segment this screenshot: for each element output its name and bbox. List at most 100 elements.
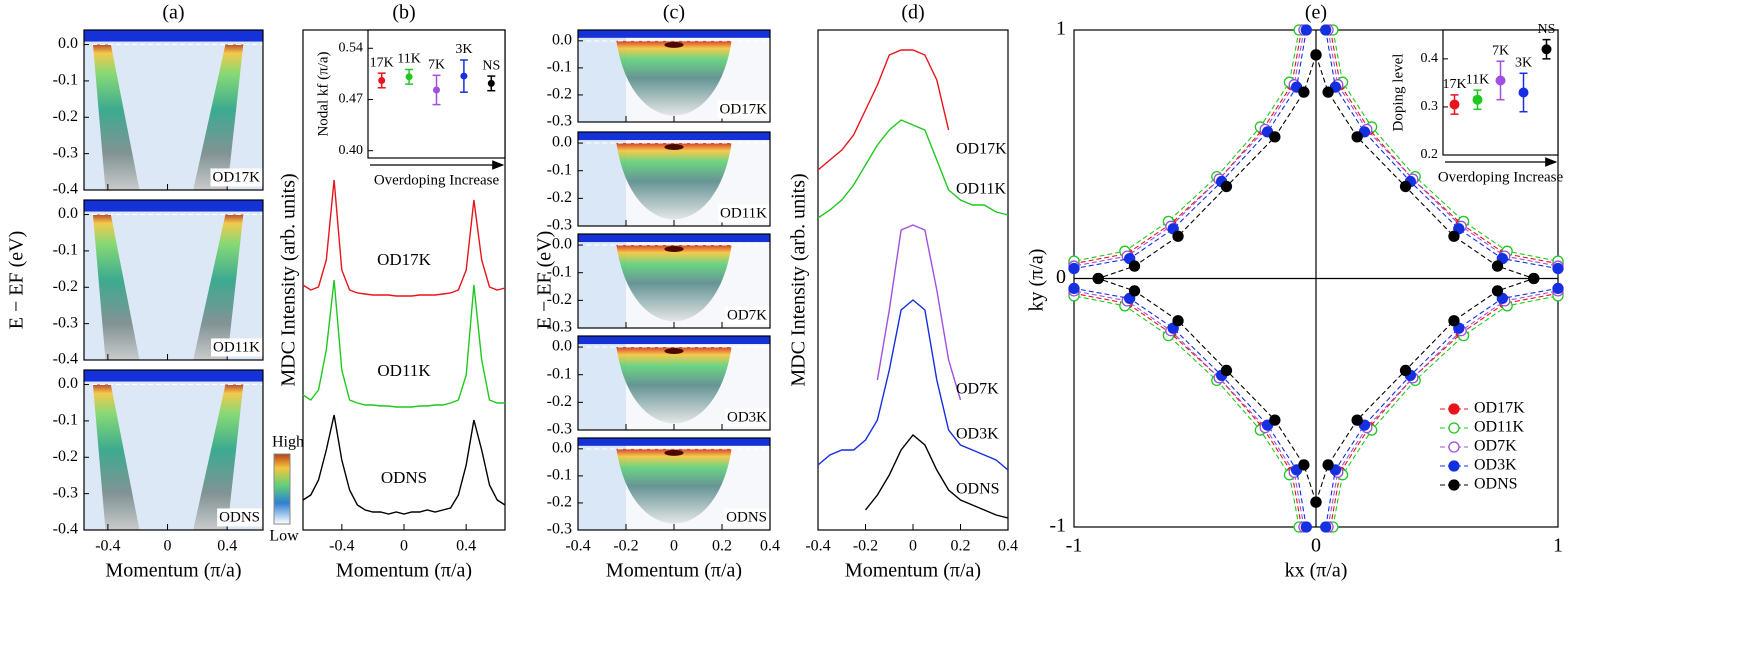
fermi-surface-point [1300, 24, 1312, 36]
series-label: OD3K [956, 426, 999, 443]
legend-label: OD7K [1474, 438, 1517, 455]
x-tick-label: 0.4 [760, 538, 780, 555]
x-tick-label: 0 [670, 538, 678, 555]
y-tick-label: -0.4 [53, 351, 78, 368]
y-tick-label: -0.1 [547, 161, 572, 178]
y-tick-label: -0.1 [547, 59, 572, 76]
inset-x-label: Overdoping Increase [374, 172, 500, 188]
fermi-surface-point [1491, 260, 1504, 272]
axes-frame [83, 369, 264, 531]
x-axis-label: Momentum (π/a) [336, 560, 472, 582]
inset-category-label: 11K [1466, 72, 1490, 87]
inset-point [405, 73, 413, 81]
legend-marker [1448, 460, 1460, 472]
inset-x-label: Overdoping Increase [1438, 169, 1564, 185]
legend-label: OD17K [1474, 400, 1525, 417]
colorbar [273, 453, 291, 525]
colorbar-high: High [272, 434, 304, 451]
fermi-surface-point [1322, 459, 1334, 471]
fermi-surface-point [1172, 315, 1184, 327]
y-tick-label: -0.1 [547, 467, 572, 484]
legend-label: OD11K [1474, 419, 1525, 436]
y-tick-label: 1 [1056, 18, 1066, 40]
fermi-surface-point [1320, 24, 1332, 36]
y-tick-label: 0.0 [58, 35, 78, 52]
band-top [578, 438, 770, 446]
inset-point [487, 79, 495, 87]
series-label: OD17K [956, 141, 1007, 158]
fermi-surface-point [1310, 49, 1322, 61]
dispersion-band [616, 347, 732, 424]
band-bottom [664, 449, 684, 456]
y-tick-label: -0.2 [53, 278, 78, 295]
legend-marker [1448, 422, 1460, 434]
inset-tick-label: 0.40 [339, 143, 364, 158]
y-tick-label: -0.3 [547, 521, 572, 538]
panel-label: OD11K [720, 205, 767, 221]
mdc-curve [302, 414, 506, 515]
y-tick-label: -0.2 [547, 494, 572, 511]
panel-label-background [718, 204, 770, 223]
y-tick-label: -0.3 [547, 319, 572, 336]
y-axis-label: E − EF (eV) [534, 231, 556, 329]
y-tick-label: 0.0 [552, 338, 572, 355]
inset-category-label: NS [1538, 22, 1556, 37]
fermi-surface-point [1269, 414, 1281, 426]
mdc-curve [302, 279, 505, 408]
inset-point [378, 76, 386, 84]
band-top [84, 370, 263, 382]
y-tick-label: -0.1 [547, 263, 572, 280]
y-tick-label: -0.3 [53, 484, 78, 501]
y-tick-label: -0.1 [53, 242, 78, 259]
y-axis-label: ky (π/a) [1026, 249, 1048, 312]
x-tick-label: -0.2 [853, 538, 878, 555]
mdc-curve [302, 179, 506, 297]
panel-title: (c) [663, 2, 685, 24]
fermi-surface-point [1128, 285, 1141, 297]
fermi-surface-point [1172, 230, 1184, 242]
inset-category-label: 17K [1442, 77, 1466, 92]
series-label: ODNS [381, 468, 427, 487]
fermi-surface-point [1552, 282, 1564, 295]
y-tick-label: -0.3 [53, 144, 78, 161]
fermi-surface-point [1491, 285, 1504, 297]
series-label: OD17K [377, 250, 432, 269]
panel-label: OD7K [727, 307, 767, 323]
mdc-curve [876, 224, 962, 401]
y-tick-label: -0.4 [53, 181, 78, 198]
band-top [578, 132, 770, 141]
band-top [578, 234, 770, 243]
panel-label: OD17K [213, 169, 261, 185]
band-top [578, 30, 770, 38]
x-axis-label: Momentum (π/a) [105, 560, 241, 582]
panel-title: (e) [1305, 2, 1327, 24]
fermi-surface-point [1351, 131, 1363, 143]
panel-title: (a) [162, 2, 184, 24]
inset-category-label: 7K [1492, 43, 1509, 58]
x-tick-label: 0.4 [456, 538, 476, 555]
series-label: ODNS [956, 481, 1000, 498]
fermi-surface-point [1068, 282, 1080, 295]
x-tick-label: -0.4 [95, 538, 120, 555]
fermi-surface-point [1310, 496, 1322, 508]
dispersion-band [616, 143, 732, 220]
y-tick-label: -0.2 [547, 393, 572, 410]
legend-marker [1448, 441, 1460, 453]
legend-label: OD3K [1474, 457, 1517, 474]
x-axis-label: Momentum (π/a) [606, 560, 742, 582]
inset-point [433, 86, 440, 94]
panel-label-background [717, 100, 770, 119]
y-tick-label: -0.2 [53, 448, 78, 465]
band-bottom [664, 144, 684, 151]
x-tick-label: 0 [164, 538, 172, 555]
y-tick-label: -0.2 [53, 108, 78, 125]
y-axis-label: MDC Intensity (arb. units) [278, 173, 300, 386]
y-tick-label: 0.0 [552, 236, 572, 253]
mdc-curve [817, 299, 1009, 471]
inset-category-label: NS [482, 58, 500, 73]
inset-tick-label: 0.4 [1421, 51, 1439, 66]
fermi-surface-point [1298, 86, 1310, 98]
fermi-surface-point [1351, 414, 1363, 426]
axes-frame [817, 29, 1009, 531]
